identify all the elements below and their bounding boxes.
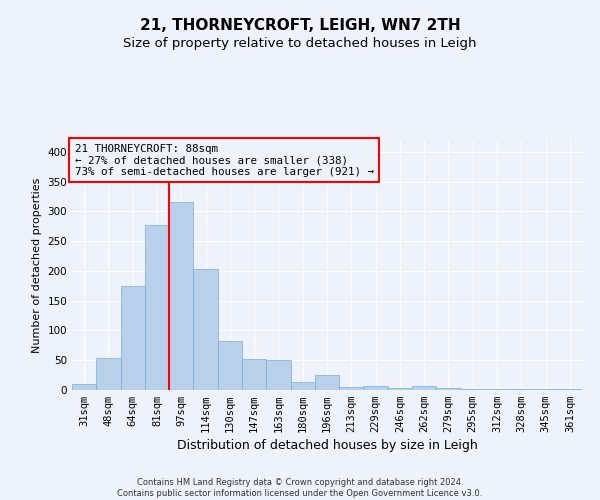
Text: Size of property relative to detached houses in Leigh: Size of property relative to detached ho… [123,38,477,51]
Text: 21 THORNEYCROFT: 88sqm
← 27% of detached houses are smaller (338)
73% of semi-de: 21 THORNEYCROFT: 88sqm ← 27% of detached… [74,144,374,177]
Bar [193,269,218,390]
Bar [290,382,315,390]
Bar [145,224,169,390]
Bar [96,358,121,390]
Text: Contains HM Land Registry data © Crown copyright and database right 2024.
Contai: Contains HM Land Registry data © Crown c… [118,478,482,498]
Bar [436,388,461,390]
Bar [169,202,193,390]
Bar [364,386,388,390]
Text: 21, THORNEYCROFT, LEIGH, WN7 2TH: 21, THORNEYCROFT, LEIGH, WN7 2TH [140,18,460,32]
Bar [218,341,242,390]
Bar [242,359,266,390]
Bar [339,387,364,390]
Bar [388,388,412,390]
Bar [121,286,145,390]
Bar [412,386,436,390]
Bar [461,389,485,390]
Bar [72,384,96,390]
Bar [266,360,290,390]
Y-axis label: Number of detached properties: Number of detached properties [32,178,42,352]
X-axis label: Distribution of detached houses by size in Leigh: Distribution of detached houses by size … [176,440,478,452]
Bar [315,375,339,390]
